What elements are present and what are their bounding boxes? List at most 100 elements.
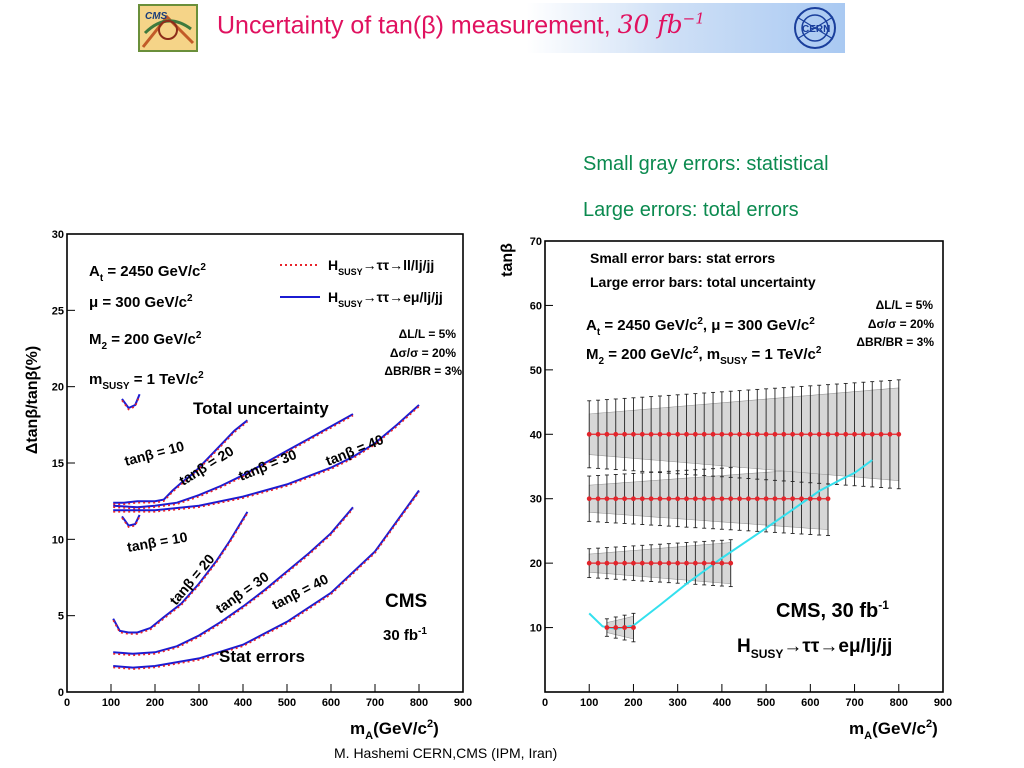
cms-logo-text: CMS (145, 11, 168, 22)
param-m2: M2 = 200 GeV/c2 (89, 330, 202, 352)
right-param-line1: At = 2450 GeV/c2, μ = 300 GeV/c2 (586, 316, 815, 338)
point-tanb-30 (622, 496, 627, 502)
point-tanb-30 (781, 496, 787, 502)
slide-title-text: Uncertainty of tan(β) measurement, (217, 11, 618, 40)
legend-label-emu: HSUSY→ττ→eμ/lj/jj (328, 289, 443, 309)
right-chart-xtick-label: 0 (542, 697, 548, 709)
uncertainty-curves (112, 393, 420, 670)
point-tanb-30 (701, 496, 707, 502)
curve-total-dotted-3 (113, 405, 420, 513)
curve-total-solid-1 (113, 419, 249, 504)
left-chart-xtick-label: 800 (410, 697, 428, 709)
point-tanb-30 (692, 496, 698, 502)
right-chart-xtick-label: 300 (668, 697, 686, 709)
curve-total-solid-0 (121, 393, 141, 410)
curve-total-solid-3 (113, 404, 420, 512)
point-tanb-40 (710, 431, 716, 437)
right-chart-ytick-label: 50 (530, 365, 542, 377)
curve-label-stat-10: tanβ = 10 (126, 529, 189, 555)
cern-logo: CERN (794, 7, 836, 49)
stat-band-tanb-20 (588, 542, 732, 585)
left-chart-ytick-label: 15 (52, 458, 64, 470)
point-tanb-40 (896, 431, 902, 437)
point-tanb-30 (816, 496, 822, 502)
point-tanb-40 (763, 431, 769, 437)
left-chart-xtick-label: 100 (102, 697, 120, 709)
curve-stat-solid-7 (113, 489, 420, 669)
point-tanb-10 (604, 625, 610, 630)
point-tanb-40 (772, 431, 778, 437)
left-chart-xtick-label: 400 (234, 697, 252, 709)
curve-stat-solid-5 (112, 511, 249, 634)
point-tanb-40 (754, 431, 760, 437)
curve-stat-solid-4 (121, 514, 141, 527)
curve-total-dotted-2 (113, 414, 354, 510)
slide-title-lumi-exponent: −1 (682, 10, 705, 28)
point-tanb-40 (737, 431, 742, 437)
left-chart-legend: HSUSY→ττ→ll/lj/jj HSUSY→ττ→eμ/lj/jj (280, 257, 443, 309)
point-tanb-30 (710, 496, 716, 502)
right-chart-frame (544, 240, 944, 693)
total-uncertainty-label: Total uncertainty (193, 399, 329, 418)
point-tanb-20 (657, 560, 663, 566)
right-chart-xtick-label: 600 (801, 697, 819, 709)
point-tanb-30 (763, 496, 769, 502)
curve-stat-dotted-7 (113, 491, 420, 670)
param-at: At = 2450 GeV/c2 (89, 262, 206, 284)
left-chart-xlabel: mA(GeV/c2) (350, 718, 439, 742)
footer-credit: M. Hashemi CERN,CMS (IPM, Iran) (334, 745, 558, 761)
point-tanb-40 (746, 431, 751, 437)
right-note-total: Large error bars: total uncertainty (590, 274, 816, 290)
right-chart-xtick-label: 800 (890, 697, 908, 709)
curve-label-stat-30: tanβ = 30 (213, 568, 272, 616)
curve-stat-dotted-6 (113, 508, 354, 657)
point-tanb-40 (604, 431, 610, 437)
point-tanb-40 (586, 431, 592, 437)
note-statistical: Small gray errors: statistical (583, 153, 829, 175)
point-tanb-20 (631, 560, 636, 566)
stat-band-tanb-40 (588, 387, 900, 482)
left-chart-xtick-label: 300 (190, 697, 208, 709)
point-tanb-40 (666, 431, 672, 437)
left-chart-ytick-label: 30 (52, 229, 64, 241)
point-tanb-40 (657, 431, 663, 437)
point-tanb-40 (843, 431, 849, 437)
point-tanb-40 (675, 431, 681, 437)
curve-stat-dotted-5 (112, 512, 249, 635)
point-tanb-10 (613, 625, 619, 630)
point-tanb-20 (639, 560, 645, 566)
curve-label-total-20: tanβ = 20 (176, 442, 236, 488)
point-tanb-20 (666, 560, 672, 566)
point-tanb-20 (692, 560, 698, 566)
point-tanb-20 (604, 560, 610, 566)
right-unc-lumi: ΔL/L = 5% (876, 298, 934, 312)
left-chart-ylabel: Δtanβ/tanβ(%) (24, 346, 41, 454)
point-tanb-10 (622, 625, 627, 630)
curve-label-total-40: tanβ = 40 (323, 431, 386, 469)
point-tanb-30 (675, 496, 681, 502)
boundary-line (588, 459, 873, 630)
point-tanb-20 (648, 560, 654, 566)
curve-total-dotted-0 (121, 395, 141, 411)
left-chart-experiment: CMS (385, 591, 427, 612)
left-chart-ytick-label: 5 (58, 611, 64, 623)
right-chart-uncertainties: ΔL/L = 5% Δσ/σ = 20% ΔBR/BR = 3% (856, 298, 934, 349)
point-tanb-40 (834, 431, 840, 437)
point-tanb-40 (631, 431, 636, 437)
title-banner: CMS Uncertainty of tan(β) measurement, 3… (137, 3, 845, 53)
point-tanb-30 (719, 496, 725, 502)
point-tanb-30 (790, 496, 796, 502)
point-tanb-30 (657, 496, 663, 502)
point-tanb-30 (807, 496, 813, 502)
point-tanb-20 (586, 560, 592, 566)
point-tanb-40 (648, 431, 654, 437)
left-chart-ytick-label: 25 (52, 305, 64, 317)
point-tanb-40 (799, 431, 804, 437)
stat-band-tanb-30 (588, 467, 829, 530)
curve-total-solid-2 (113, 413, 354, 509)
cern-logo-text: CERN (802, 24, 830, 35)
curve-label-total-30: tanβ = 30 (236, 446, 299, 484)
boundary-curve (588, 459, 873, 630)
right-chart-experiment: CMS, 30 fb-1 (776, 598, 889, 622)
slide-title: Uncertainty of tan(β) measurement, 30 fb… (217, 10, 705, 40)
